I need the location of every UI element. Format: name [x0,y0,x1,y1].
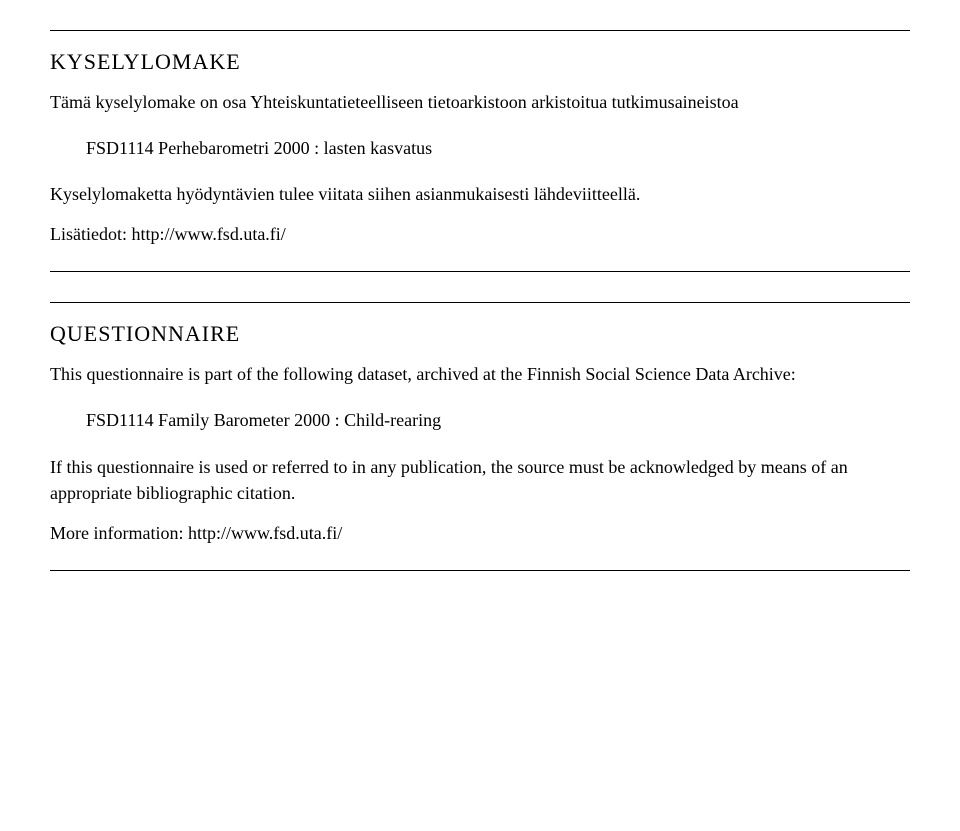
section2-heading: QUESTIONNAIRE [50,321,910,347]
section1-dataset: FSD1114 Perhebarometri 2000 : lasten kas… [86,135,910,161]
section1-moreinfo: Lisätiedot: http://www.fsd.uta.fi/ [50,221,910,247]
section2-cite: If this questionnaire is used or referre… [50,454,910,506]
top-rule-1 [50,30,910,31]
section1-intro: Tämä kyselylomake on osa Yhteiskuntatiet… [50,89,910,115]
section2-intro: This questionnaire is part of the follow… [50,361,910,387]
section1-heading: KYSELYLOMAKE [50,49,910,75]
mid-rule-2 [50,302,910,303]
bottom-rule [50,570,910,571]
section2-moreinfo: More information: http://www.fsd.uta.fi/ [50,520,910,546]
section1-cite: Kyselylomaketta hyödyntävien tulee viita… [50,181,910,207]
section2-dataset: FSD1114 Family Barometer 2000 : Child-re… [86,407,910,433]
document-page: KYSELYLOMAKE Tämä kyselylomake on osa Yh… [0,0,960,611]
